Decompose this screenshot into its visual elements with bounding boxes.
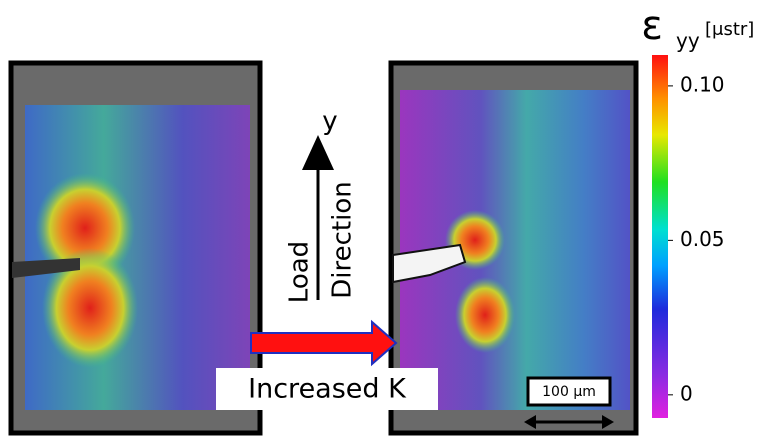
step-box (216, 368, 438, 410)
step-arrow (250, 319, 398, 367)
crack (392, 243, 467, 284)
hot-spot (42, 248, 138, 368)
colorbar-tick-label: 0.05 (680, 227, 725, 251)
colorbar-symbol: ε (641, 3, 663, 49)
scale-label: 100 μm (542, 384, 596, 400)
colorbar (652, 55, 668, 418)
colorbar-ticks: 0.10 0.05 0 (668, 72, 725, 405)
axis-arrow (302, 135, 334, 170)
colorbar-subscript: yy (676, 29, 700, 53)
hot-spot (455, 277, 515, 353)
colorbar-tick-label: 0 (680, 381, 693, 405)
scale-arrow (524, 415, 536, 429)
axis-label: y (322, 107, 337, 137)
scale-box (526, 376, 612, 407)
scale-arrow (602, 415, 614, 429)
colorbar-unit: [μstr] (705, 19, 754, 40)
colorbar-tick-label: 0.10 (680, 72, 725, 96)
step-label: Increased K (248, 374, 407, 405)
notch (12, 258, 80, 278)
direction-label: Direction (328, 181, 358, 298)
load-label: Load (285, 241, 315, 303)
